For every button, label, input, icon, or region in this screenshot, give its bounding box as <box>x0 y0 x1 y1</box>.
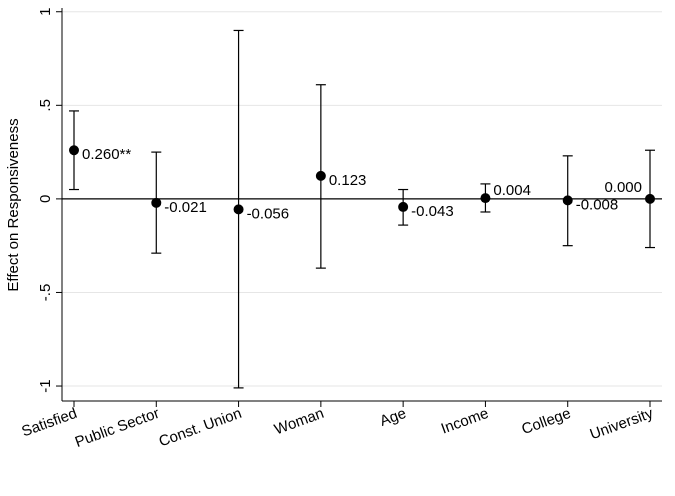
x-tick-label: Public Sector <box>73 405 162 451</box>
x-tick-label: Woman <box>272 405 326 439</box>
value-label: -0.056 <box>247 205 290 222</box>
point <box>645 193 655 204</box>
point <box>233 204 244 215</box>
x-tick-label: University <box>588 405 656 444</box>
point <box>480 193 491 204</box>
value-label: -0.043 <box>411 203 454 220</box>
y-tick-label: -1 <box>37 379 54 392</box>
point <box>398 201 409 212</box>
y-axis-label: Effect on Responsiveness <box>5 118 22 291</box>
x-tick-label: Age <box>378 405 409 430</box>
value-label: 0.123 <box>329 172 367 189</box>
y-tick-label: 0 <box>37 195 54 203</box>
x-tick-label: College <box>519 405 573 438</box>
value-label: 0.260** <box>82 146 131 163</box>
value-label: -0.021 <box>164 199 207 216</box>
point <box>69 145 79 156</box>
point <box>315 170 326 181</box>
y-tick-label: .5 <box>37 99 54 112</box>
x-tick-label: Const. Union <box>157 405 244 451</box>
x-tick-label: Income <box>439 405 491 438</box>
y-tick-label: -.5 <box>37 284 54 302</box>
y-tick-label: 1 <box>37 8 54 16</box>
value-label: 0.000 <box>604 179 642 196</box>
value-label: -0.008 <box>576 196 619 213</box>
point <box>562 195 573 206</box>
point <box>151 197 162 208</box>
value-label: 0.004 <box>493 182 531 199</box>
x-tick-label: Satisfied <box>19 405 79 441</box>
